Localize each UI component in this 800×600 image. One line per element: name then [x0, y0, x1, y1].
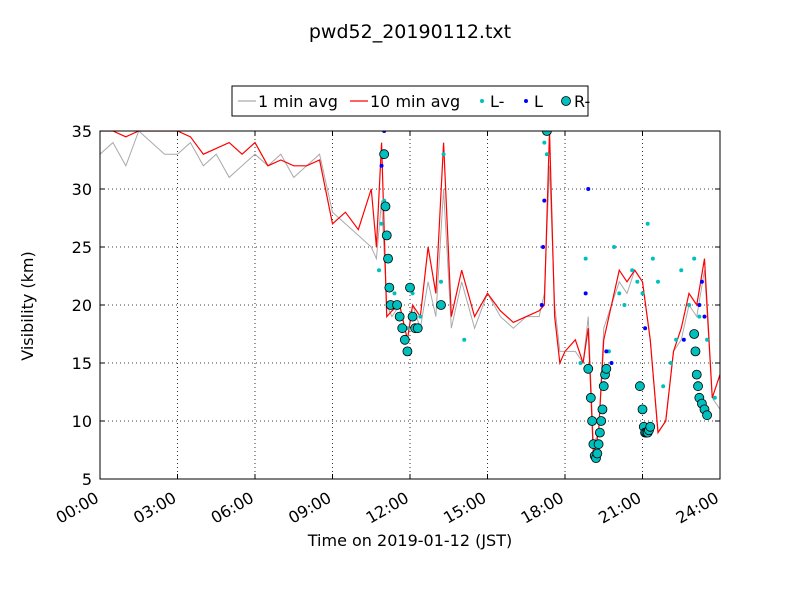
data-point [650, 256, 655, 261]
data-point [640, 291, 645, 296]
legend-frame [231, 85, 589, 117]
legend-swatch [561, 96, 571, 106]
data-point [598, 381, 609, 392]
data-point [541, 245, 546, 249]
data-point [702, 410, 712, 421]
data-point [593, 439, 604, 450]
data-point [397, 323, 408, 334]
data-point [394, 311, 405, 322]
y-axis-label: Visibility (km) [18, 251, 37, 360]
data-point [637, 404, 648, 415]
data-point [380, 201, 391, 212]
data-point [630, 268, 635, 273]
data-point [681, 337, 686, 342]
legend-swatch [524, 99, 528, 103]
data-point [697, 314, 702, 319]
data-point [604, 349, 609, 354]
data-point [585, 392, 596, 403]
x-axis-label: Time on 2019-01-12 (JST) [307, 531, 512, 550]
data-point [656, 279, 660, 284]
data-point [609, 361, 614, 365]
data-point [699, 279, 704, 284]
data-point [462, 337, 467, 342]
data-point [418, 314, 423, 319]
data-point [392, 300, 402, 310]
y-tick-label: 10 [72, 412, 92, 431]
chart-title: pwd52_20190112.txt [309, 21, 511, 43]
data-point [643, 326, 648, 331]
data-point [583, 256, 588, 261]
data-point [697, 303, 702, 307]
data-point [542, 140, 547, 145]
legend: 1 min avg 10 min avg L- L R- [231, 85, 590, 117]
data-point [661, 384, 666, 389]
legend-label: L- [490, 92, 504, 111]
data-point [542, 131, 552, 136]
data-point [583, 363, 594, 374]
data-point [587, 416, 598, 426]
data-point [392, 291, 397, 296]
data-point [668, 361, 673, 365]
data-point [384, 282, 395, 293]
data-point [601, 363, 612, 374]
data-point [399, 334, 410, 345]
data-point [692, 256, 697, 261]
data-point [592, 448, 603, 459]
legend-label: L [534, 92, 543, 111]
y-tick-label: 35 [72, 122, 92, 141]
data-point [586, 187, 591, 191]
y-tick-label: 5 [82, 470, 92, 489]
y-tick-label: 20 [72, 296, 92, 315]
data-point [583, 291, 588, 296]
data-point [402, 346, 413, 357]
data-point [596, 416, 607, 426]
data-point [410, 291, 415, 296]
data-point [690, 346, 701, 357]
data-point [645, 221, 650, 226]
data-point [441, 152, 446, 157]
data-point [635, 381, 645, 392]
data-point [379, 221, 384, 226]
data-point [377, 268, 381, 273]
data-point [539, 303, 544, 307]
data-point [617, 291, 622, 296]
data-point [381, 230, 392, 241]
data-point [622, 303, 627, 307]
data-point [379, 163, 384, 168]
data-point [594, 427, 605, 438]
data-point [597, 404, 608, 415]
data-point [379, 149, 390, 160]
data-point [383, 253, 393, 264]
data-point [679, 268, 684, 273]
data-point [407, 311, 418, 322]
data-point [674, 337, 679, 342]
data-point [687, 303, 691, 307]
data-point [691, 369, 702, 380]
data-point [689, 329, 700, 339]
legend-label: R- [574, 92, 590, 111]
data-point [645, 421, 656, 432]
data-point [439, 279, 443, 284]
data-point [405, 282, 415, 293]
data-point [705, 337, 710, 342]
data-point [712, 395, 717, 400]
data-point [578, 361, 583, 365]
legend-label: 10 min avg [370, 92, 460, 111]
data-point [412, 323, 423, 334]
data-point [436, 300, 446, 310]
y-tick-label: 25 [72, 238, 92, 257]
data-point [702, 314, 707, 319]
legend-label: 1 min avg [258, 92, 338, 111]
data-point [635, 279, 640, 284]
y-tick-label: 30 [72, 180, 92, 199]
data-point [542, 198, 547, 203]
y-tick-label: 15 [72, 354, 92, 373]
data-point [693, 381, 703, 392]
legend-swatch [480, 99, 484, 103]
series-line [100, 131, 720, 456]
data-point [612, 245, 617, 249]
data-point [544, 152, 549, 157]
